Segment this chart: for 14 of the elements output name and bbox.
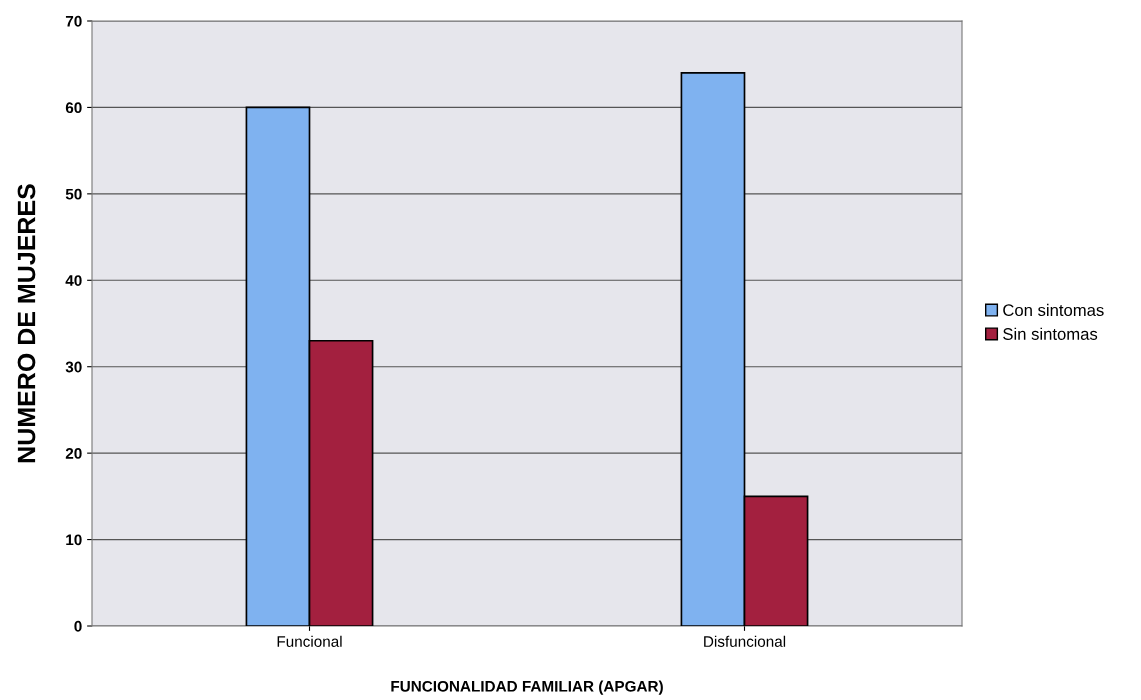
y-axis-title: NUMERO DE MUJERES	[17, 184, 36, 463]
legend-label: Con sintomas	[1003, 303, 1104, 317]
y-tick-label: 0	[74, 620, 82, 632]
legend-label: Sin sintomas	[1003, 327, 1098, 340]
y-tick-label: 30	[65, 361, 82, 373]
y-tick-label: 70	[65, 15, 82, 27]
x-tick-label: Disfuncional	[704, 635, 786, 647]
y-tick-label: 50	[65, 188, 82, 200]
y-tick-label: 10	[66, 534, 82, 546]
y-tick-label: 40	[65, 275, 82, 286]
y-tick-label: 60	[65, 102, 82, 114]
x-axis-title: FUNCIONALIDAD FAMILIAR (APGAR)	[391, 680, 663, 695]
x-tick-label: Funcional	[277, 635, 342, 647]
y-tick-label: 20	[65, 448, 82, 459]
